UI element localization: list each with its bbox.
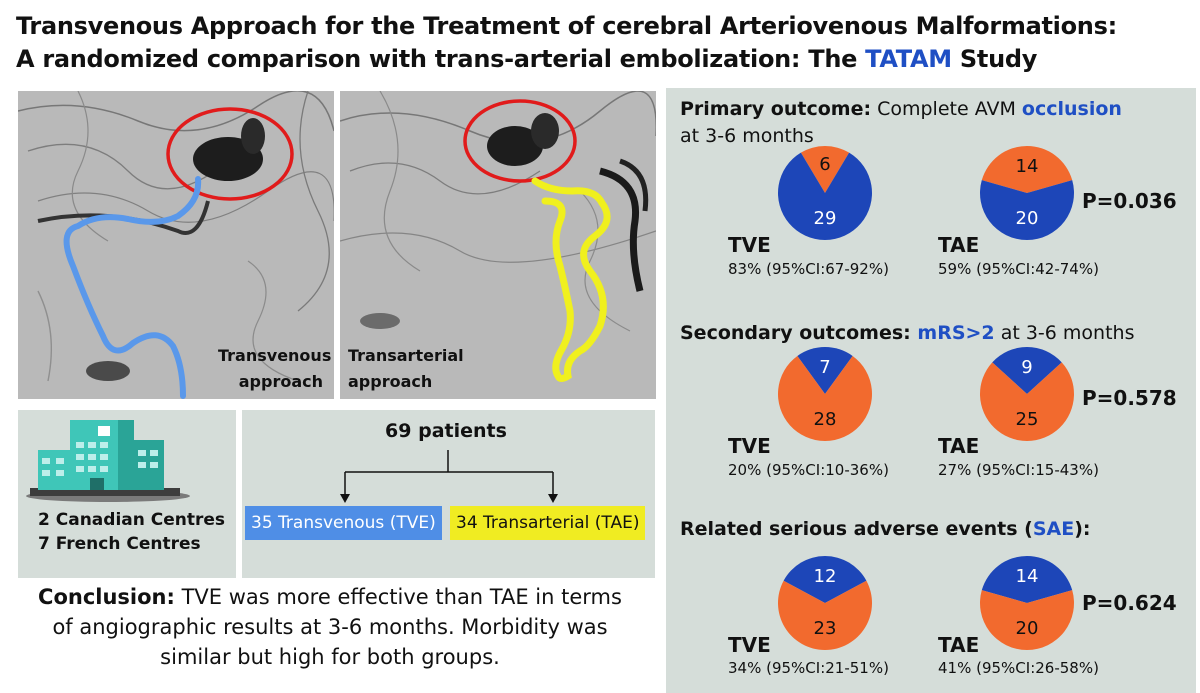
sae-p-value: P=0.624 xyxy=(1082,591,1177,615)
title-line-1: Transvenous Approach for the Treatment o… xyxy=(16,12,1117,40)
title-line-2-suffix: Study xyxy=(951,45,1038,73)
pie-sae-tae xyxy=(980,556,1074,650)
stat-secondary-tae: 27% (95%CI:15-43%) xyxy=(938,461,1099,479)
angiogram-transarterial-drawing xyxy=(340,91,656,382)
pie-label-sae-tve-1: 23 xyxy=(813,617,837,639)
stat-primary-tae: 59% (95%CI:42-74%) xyxy=(938,260,1099,278)
angiogram-transarterial: Transarterial approach xyxy=(340,91,656,399)
pie-slice-secondary-tve-1 xyxy=(778,355,872,441)
tae-arm-label: 34 Transarterial (TAE) xyxy=(450,506,646,540)
pie-slice-sae-tae-0 xyxy=(981,556,1073,603)
pie-slice-sae-tae-1 xyxy=(980,590,1074,650)
pie-label-primary-tae-1: 20 xyxy=(1015,207,1039,229)
caption-transvenous-line-1: Transvenous xyxy=(218,346,332,365)
caption-transvenous: Transvenous approach xyxy=(218,343,332,395)
flow-arrows xyxy=(340,450,558,503)
pie-label-primary-tae-0: 14 xyxy=(1015,156,1039,178)
caption-transarterial-line-2: approach xyxy=(348,372,433,391)
hospital-icon xyxy=(26,420,190,502)
title-line-2: A randomized comparison with trans-arter… xyxy=(16,43,1186,76)
results-panel: Primary outcome: Complete AVM occlusion … xyxy=(666,88,1196,693)
angiogram-transvenous-drawing xyxy=(18,91,334,399)
caption-transarterial-line-1: Transarterial xyxy=(348,346,464,365)
sae-title-bold: Related serious adverse events ( xyxy=(680,518,1033,540)
group-label-sae-tve: TVE xyxy=(728,633,771,657)
group-label-secondary-tve: TVE xyxy=(728,434,771,458)
primary-title-highlight: occlusion xyxy=(1021,98,1122,120)
sae-title-bold-end: ): xyxy=(1074,518,1091,540)
caption-transarterial: Transarterial approach xyxy=(348,343,464,395)
secondary-title-text: at 3-6 months xyxy=(994,322,1135,344)
tve-arm-label: 35 Transvenous (TVE) xyxy=(245,506,442,540)
pie-slice-primary-tae-1 xyxy=(980,180,1074,240)
patients-total: 69 patients xyxy=(385,420,507,442)
group-label-primary-tve: TVE xyxy=(728,233,771,257)
secondary-title-bold: Secondary outcomes: xyxy=(680,322,911,344)
pie-primary-tae xyxy=(980,146,1074,240)
pie-label-sae-tae-0: 14 xyxy=(1015,566,1039,588)
centres-panel: 2 Canadian Centres 7 French Centres xyxy=(18,410,236,578)
pie-label-secondary-tve-0: 7 xyxy=(819,357,831,379)
pie-label-secondary-tae-0: 9 xyxy=(1021,357,1033,379)
primary-title-text: Complete AVM xyxy=(871,98,1022,120)
pie-primary-tve xyxy=(778,146,872,240)
pie-slice-primary-tve-0 xyxy=(800,146,850,193)
pie-slice-sae-tve-0 xyxy=(783,556,867,603)
pie-slice-sae-tve-1 xyxy=(778,580,872,650)
pie-label-secondary-tae-1: 25 xyxy=(1015,408,1039,430)
pie-label-primary-tve-0: 6 xyxy=(819,153,831,175)
conclusion-label: Conclusion: xyxy=(38,585,175,609)
pie-label-secondary-tve-1: 28 xyxy=(813,408,837,430)
group-label-sae-tae: TAE xyxy=(938,633,980,657)
stat-sae-tae: 41% (95%CI:26-58%) xyxy=(938,659,1099,677)
primary-p-value: P=0.036 xyxy=(1082,189,1177,213)
pie-secondary-tae xyxy=(980,347,1074,441)
pie-label-sae-tae-1: 20 xyxy=(1015,617,1039,639)
group-label-primary-tae: TAE xyxy=(938,233,980,257)
page-title: Transvenous Approach for the Treatment o… xyxy=(16,10,1186,76)
pie-sae-tve xyxy=(778,556,872,650)
primary-title-line-2: at 3-6 months xyxy=(680,125,814,147)
pie-secondary-tve xyxy=(778,347,872,441)
conclusion-body: Conclusion: TVE was more effective than … xyxy=(0,582,660,672)
conclusion-text: TVE was more effective than TAE in terms… xyxy=(52,585,622,669)
secondary-outcome-title: Secondary outcomes: mRS>2 at 3-6 months xyxy=(680,320,1134,347)
pie-label-primary-tve-1: 29 xyxy=(813,207,837,229)
caption-transvenous-line-2: approach xyxy=(238,372,323,391)
stat-primary-tve: 83% (95%CI:67-92%) xyxy=(728,260,889,278)
pie-slice-primary-tve-1 xyxy=(778,152,872,240)
group-label-secondary-tae: TAE xyxy=(938,434,980,458)
randomization-panel: 69 patients 35 Transvenous (TVE) 34 Tran… xyxy=(242,410,655,578)
title-highlight: TATAM xyxy=(865,45,952,73)
centres-text: 2 Canadian Centres 7 French Centres xyxy=(38,508,225,556)
conclusion: Conclusion: TVE was more effective than … xyxy=(0,582,660,672)
centres-canada: 2 Canadian Centres xyxy=(38,510,226,530)
sae-title-highlight: SAE xyxy=(1032,518,1075,540)
secondary-title-highlight: mRS>2 xyxy=(910,322,995,344)
pie-slice-secondary-tae-0 xyxy=(992,347,1062,394)
centres-france: 7 French Centres xyxy=(38,534,201,554)
sae-title: Related serious adverse events (SAE): xyxy=(680,516,1091,543)
angiogram-transvenous: Transvenous approach xyxy=(18,91,334,399)
title-line-2-prefix: A randomized comparison with trans-arter… xyxy=(16,45,866,73)
primary-outcome-title: Primary outcome: Complete AVM occlusion … xyxy=(680,96,1122,150)
stat-secondary-tve: 20% (95%CI:10-36%) xyxy=(728,461,889,479)
primary-title-bold: Primary outcome: xyxy=(680,98,872,120)
secondary-p-value: P=0.578 xyxy=(1082,386,1177,410)
pie-slice-secondary-tve-0 xyxy=(797,347,853,394)
pie-slice-secondary-tae-1 xyxy=(980,362,1074,441)
stat-sae-tve: 34% (95%CI:21-51%) xyxy=(728,659,889,677)
pie-label-sae-tve-0: 12 xyxy=(813,566,837,588)
pie-slice-primary-tae-0 xyxy=(981,146,1073,193)
